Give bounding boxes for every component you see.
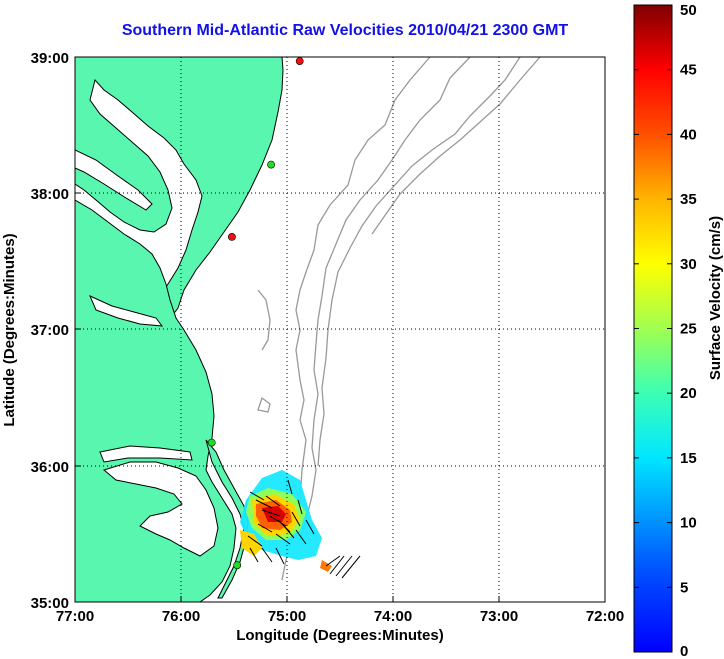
bathymetry-contour bbox=[317, 57, 521, 467]
bathymetry-contour bbox=[371, 57, 541, 235]
map-title: Southern Mid-Atlantic Raw Velocities 201… bbox=[121, 22, 569, 39]
sound-water bbox=[102, 461, 219, 557]
velocity-field bbox=[240, 470, 361, 579]
station-marker bbox=[207, 438, 216, 447]
colorbar-tick-label: 25 bbox=[680, 321, 697, 338]
station-marker bbox=[233, 561, 242, 570]
y-tick-label: 39:00 bbox=[31, 50, 69, 67]
x-tick-label: 74:00 bbox=[374, 608, 412, 625]
bathymetry-contour bbox=[257, 396, 271, 413]
y-tick-label: 35:00 bbox=[31, 595, 69, 612]
bathymetry-contour bbox=[299, 57, 471, 541]
y-axis-title: Latitude (Degrees:Minutes) bbox=[1, 233, 18, 426]
x-tick-label: 77:00 bbox=[56, 608, 94, 625]
x-tick-label: 72:00 bbox=[586, 608, 624, 625]
x-tick-label: 75:00 bbox=[268, 608, 306, 625]
colorbar-tick-label: 0 bbox=[680, 643, 688, 659]
y-tick-label: 38:00 bbox=[31, 186, 69, 203]
y-tick-label: 37:00 bbox=[31, 322, 69, 339]
station-marker bbox=[295, 57, 304, 65]
colorbar-tick-label: 35 bbox=[680, 191, 697, 208]
colorbar-title: Surface Velocity (cm/s) bbox=[707, 216, 724, 380]
colorbar-tick-label: 20 bbox=[680, 385, 697, 402]
y-tick-label: 36:00 bbox=[31, 459, 69, 476]
outer-banks bbox=[205, 439, 249, 599]
hf-radar-stations bbox=[207, 57, 304, 570]
x-tick-label: 73:00 bbox=[480, 608, 518, 625]
colorbar-tick-label: 10 bbox=[680, 515, 697, 532]
bathymetry-contour bbox=[257, 289, 271, 351]
grid-lines bbox=[75, 57, 605, 602]
station-marker bbox=[227, 232, 236, 241]
x-axis-title: Longitude (Degrees:Minutes) bbox=[236, 627, 444, 644]
station-marker bbox=[267, 160, 275, 169]
colorbar-tick-label: 5 bbox=[680, 579, 688, 596]
colorbar-ticks bbox=[634, 4, 672, 653]
potomac-river bbox=[75, 149, 153, 211]
land-mainland-north bbox=[75, 57, 284, 317]
colorbar bbox=[633, 4, 673, 653]
colorbar-tick-label: 30 bbox=[680, 256, 697, 273]
albemarle-river bbox=[99, 445, 193, 463]
colorbar-tick-label: 40 bbox=[680, 126, 697, 143]
colorbar-tick-label: 15 bbox=[680, 450, 697, 467]
x-tick-label: 76:00 bbox=[162, 608, 200, 625]
tick-marks bbox=[75, 192, 500, 602]
james-river bbox=[89, 295, 164, 327]
colorbar-tick-label: 45 bbox=[680, 62, 697, 79]
colorbar-tick-label: 50 bbox=[680, 2, 697, 19]
